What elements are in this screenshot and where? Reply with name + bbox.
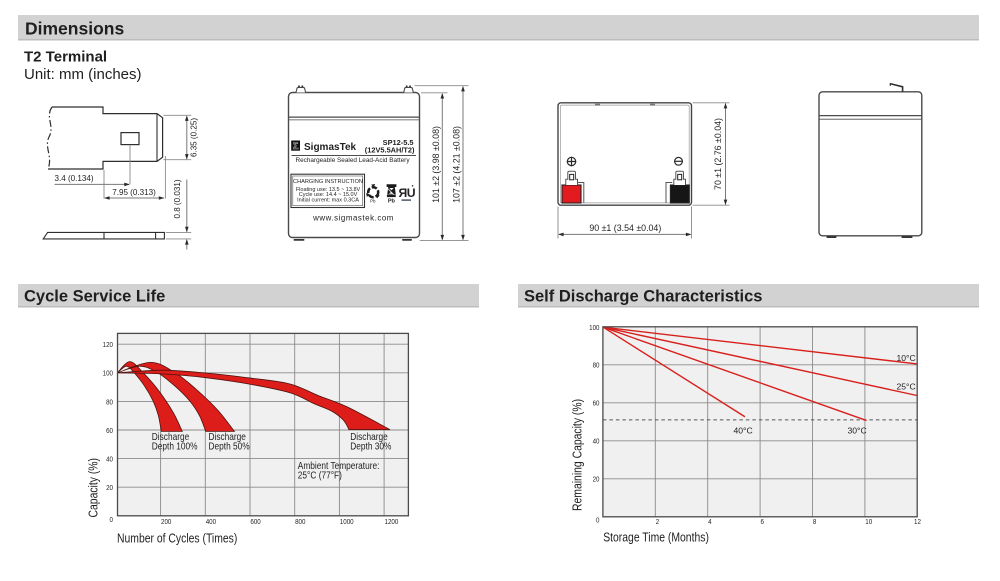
svg-text:Storage Time (Months): Storage Time (Months) xyxy=(603,530,709,544)
svg-text:Ambient Temperature:: Ambient Temperature: xyxy=(298,460,380,471)
svg-text:8: 8 xyxy=(813,519,817,527)
svg-text:CHARGING INSTRUCTION: CHARGING INSTRUCTION xyxy=(293,179,363,185)
svg-text:Dimensions: Dimensions xyxy=(25,18,124,38)
svg-text:60: 60 xyxy=(593,400,600,408)
svg-text:Depth 50%: Depth 50% xyxy=(209,441,250,452)
svg-text:100: 100 xyxy=(103,370,114,378)
svg-text:100: 100 xyxy=(589,324,600,332)
svg-text:25°C (77°F): 25°C (77°F) xyxy=(298,470,342,481)
svg-text:30°C: 30°C xyxy=(848,426,867,436)
svg-text:600: 600 xyxy=(250,519,261,527)
svg-text:400: 400 xyxy=(206,519,217,527)
svg-text:Σ: Σ xyxy=(293,141,299,152)
svg-text:0: 0 xyxy=(110,517,114,525)
svg-text:Discharge: Discharge xyxy=(350,431,387,442)
svg-text:2: 2 xyxy=(656,519,660,527)
svg-text:(12V5.5AH/T2): (12V5.5AH/T2) xyxy=(365,145,415,154)
svg-text:Discharge: Discharge xyxy=(209,431,246,442)
svg-text:Rechargeable Sealed Lead-Acid: Rechargeable Sealed Lead-Acid Battery xyxy=(295,157,410,164)
svg-text:SigmasTek: SigmasTek xyxy=(304,142,356,153)
svg-text:Pb: Pb xyxy=(388,199,396,205)
svg-text:6: 6 xyxy=(761,519,765,527)
svg-text:3.4 (0.134): 3.4 (0.134) xyxy=(55,173,94,183)
svg-text:800: 800 xyxy=(295,519,306,527)
svg-text:7.95 (0.313): 7.95 (0.313) xyxy=(112,187,156,197)
svg-text:ЯU: ЯU xyxy=(399,186,416,200)
svg-text:80: 80 xyxy=(106,399,113,407)
svg-text:40: 40 xyxy=(593,438,600,446)
svg-text:6.35 (0.25): 6.35 (0.25) xyxy=(188,118,198,157)
svg-text:40°C: 40°C xyxy=(734,426,753,436)
svg-text:200: 200 xyxy=(161,519,172,527)
svg-text:Unit: mm (inches): Unit: mm (inches) xyxy=(24,66,142,83)
svg-text:Initial current: max 0.3CA: Initial current: max 0.3CA xyxy=(297,198,359,204)
svg-text:Discharge: Discharge xyxy=(152,431,189,442)
svg-text:70 ±1 (2.76 ±0.04): 70 ±1 (2.76 ±0.04) xyxy=(713,118,723,190)
svg-text:Depth 30%: Depth 30% xyxy=(350,441,391,452)
svg-text:T2 Terminal: T2 Terminal xyxy=(24,49,107,66)
svg-text:20: 20 xyxy=(593,476,600,484)
svg-text:40: 40 xyxy=(106,456,113,464)
svg-text:12: 12 xyxy=(914,519,921,527)
svg-text:Remaining Capacity (%): Remaining Capacity (%) xyxy=(570,399,584,511)
svg-text:80: 80 xyxy=(593,362,600,370)
svg-text:60: 60 xyxy=(106,427,113,435)
svg-text:1200: 1200 xyxy=(385,519,399,527)
svg-text:10: 10 xyxy=(865,519,872,527)
svg-text:25°C: 25°C xyxy=(897,381,916,391)
svg-text:Pb: Pb xyxy=(370,198,376,203)
svg-text:Floating use: 13.5 ~ 13.8V: Floating use: 13.5 ~ 13.8V xyxy=(296,187,361,193)
svg-text:0: 0 xyxy=(596,517,600,525)
svg-text:Number of Cycles (Times): Number of Cycles (Times) xyxy=(117,531,237,545)
svg-text:20: 20 xyxy=(106,485,113,493)
svg-text:107 ±2 (4.21 ±0.08): 107 ±2 (4.21 ±0.08) xyxy=(452,126,462,203)
svg-text:4: 4 xyxy=(708,519,712,527)
svg-text:Self Discharge Characteristics: Self Discharge Characteristics xyxy=(524,288,762,306)
svg-text:Cycle Service Life: Cycle Service Life xyxy=(24,288,165,306)
svg-text:Capacity (%): Capacity (%) xyxy=(86,458,100,518)
svg-text:www.sigmastek.com: www.sigmastek.com xyxy=(312,214,394,223)
svg-text:10°C: 10°C xyxy=(897,353,916,363)
svg-text:SP12-5.5: SP12-5.5 xyxy=(383,138,414,147)
svg-text:Depth 100%: Depth 100% xyxy=(152,441,198,452)
svg-text:Cycle use: 14.4 ~ 15.0V: Cycle use: 14.4 ~ 15.0V xyxy=(299,192,358,198)
svg-text:90 ±1 (3.54 ±0.04): 90 ±1 (3.54 ±0.04) xyxy=(589,223,661,233)
svg-text:120: 120 xyxy=(103,342,114,350)
svg-text:1000: 1000 xyxy=(340,519,354,527)
svg-text:0.8 (0.031): 0.8 (0.031) xyxy=(172,179,182,218)
svg-text:101 ±2 (3.98 ±0.08): 101 ±2 (3.98 ±0.08) xyxy=(431,126,441,203)
